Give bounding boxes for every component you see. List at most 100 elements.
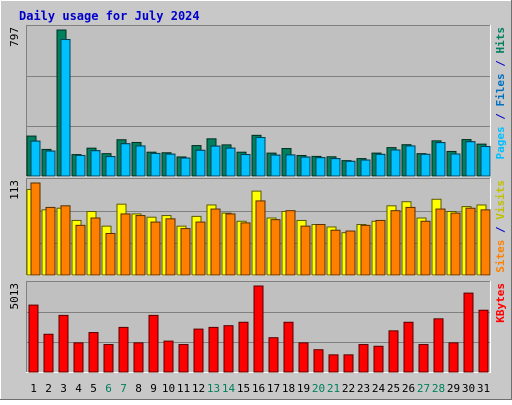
bar-sites-day-20 — [315, 224, 326, 276]
bar-pages-day-15 — [240, 154, 251, 177]
bar-sites-day-10 — [165, 218, 176, 276]
x-tick-label-day-24: 24 — [372, 382, 386, 395]
bar-sites-day-14 — [225, 213, 236, 276]
x-tick-label-day-29: 29 — [447, 382, 460, 395]
bar-sites-day-11 — [180, 228, 191, 276]
bar-pages-day-16 — [255, 137, 266, 177]
x-tick-label-day-13: 13 — [207, 382, 220, 395]
bar-sites-day-17 — [270, 219, 281, 276]
bar-sites-day-26 — [405, 206, 416, 276]
bar-sites-day-7 — [120, 213, 131, 276]
panel-visits-sites: 113 Sites / Visits — [8, 178, 507, 276]
bar-pages-day-27 — [420, 153, 431, 177]
x-tick-label-day-27: 27 — [417, 382, 430, 395]
bar-kbytes-day-4 — [73, 342, 84, 373]
bar-kbytes-day-7 — [118, 326, 129, 373]
panel-kbytes: 5013 KBytes — [8, 281, 507, 373]
bar-pages-day-25 — [390, 149, 401, 177]
panel-kbytes-legend-label: KBytes — [494, 283, 507, 323]
x-tick-label-day-26: 26 — [402, 382, 415, 395]
bar-kbytes-day-27 — [418, 344, 429, 373]
bar-sites-day-24 — [375, 219, 386, 276]
bar-kbytes-day-8 — [133, 342, 144, 373]
bar-pages-day-10 — [165, 153, 176, 177]
bar-pages-day-28 — [435, 142, 446, 177]
bar-kbytes-day-6 — [103, 344, 114, 373]
bar-kbytes-day-29 — [448, 342, 459, 373]
bar-pages-day-8 — [135, 145, 146, 177]
bar-pages-day-23 — [360, 159, 371, 177]
bar-sites-day-28 — [435, 208, 446, 276]
bar-pages-day-20 — [315, 157, 326, 177]
x-tick-label-day-1: 1 — [30, 382, 37, 395]
bar-pages-day-6 — [105, 156, 116, 177]
x-tick-label-day-18: 18 — [282, 382, 295, 395]
x-tick-label-day-21: 21 — [327, 382, 340, 395]
series-sites — [30, 182, 491, 276]
bar-pages-day-13 — [210, 145, 221, 177]
bar-pages-day-30 — [465, 141, 476, 177]
bar-sites-day-9 — [150, 221, 161, 276]
bar-pages-day-11 — [180, 157, 191, 177]
bar-kbytes-day-18 — [283, 321, 294, 373]
bar-kbytes-day-1 — [28, 304, 39, 373]
x-tick-label-day-31: 31 — [477, 382, 490, 395]
legend-part-2: Files — [494, 73, 507, 106]
panel-hits-files-pages-max-label: 797 — [8, 27, 21, 47]
bar-kbytes-day-5 — [88, 332, 99, 373]
bar-pages-day-3 — [60, 39, 71, 177]
panel-hits-files-pages-legend-label: Pages / Files / Hits — [494, 27, 507, 160]
bar-sites-day-6 — [105, 232, 116, 276]
bar-kbytes-day-23 — [358, 344, 369, 373]
bar-sites-day-19 — [300, 225, 311, 276]
x-tick-label-day-25: 25 — [387, 382, 400, 395]
bar-kbytes-day-9 — [148, 314, 159, 373]
bar-kbytes-day-22 — [343, 354, 354, 373]
bar-pages-day-19 — [300, 156, 311, 177]
bar-kbytes-day-13 — [208, 326, 219, 373]
panel-visits-sites-legend-label: Sites / Visits — [494, 180, 507, 273]
legend-part-0: KBytes — [494, 283, 507, 323]
legend-part-4: Hits — [494, 27, 507, 54]
bar-pages-day-7 — [120, 143, 131, 177]
bar-sites-day-29 — [450, 212, 461, 276]
x-tick-label-day-22: 22 — [342, 382, 355, 395]
x-tick-label-day-16: 16 — [252, 382, 265, 395]
bar-pages-day-21 — [330, 158, 341, 177]
bar-kbytes-day-26 — [403, 321, 414, 373]
x-tick-label-day-23: 23 — [357, 382, 370, 395]
bar-sites-day-16 — [255, 200, 266, 276]
x-tick-label-day-8: 8 — [135, 382, 142, 395]
legend-part-3: / — [494, 54, 507, 74]
legend-part-0: Sites — [494, 240, 507, 273]
bar-sites-day-13 — [210, 208, 221, 276]
panel-hits-files-pages: 797 Pages / Files / Hits — [8, 25, 507, 177]
bar-kbytes-day-2 — [43, 333, 54, 373]
x-tick-label-day-11: 11 — [177, 382, 190, 395]
bar-sites-day-15 — [240, 222, 251, 276]
bar-sites-day-21 — [330, 229, 341, 276]
x-tick-label-day-7: 7 — [120, 382, 127, 395]
chart-panels: 797 Pages / Files / Hits 113 Sites / Visits… — [8, 25, 507, 373]
series-pages — [30, 39, 491, 177]
bar-sites-day-12 — [195, 221, 206, 276]
bar-kbytes-day-25 — [388, 330, 399, 373]
bar-kbytes-day-31 — [478, 309, 489, 373]
bar-sites-day-2 — [45, 206, 56, 276]
x-tick-label-day-28: 28 — [432, 382, 445, 395]
x-tick-label-day-3: 3 — [60, 382, 67, 395]
bar-pages-day-12 — [195, 149, 206, 177]
bar-kbytes-day-28 — [433, 318, 444, 373]
bar-pages-day-31 — [480, 146, 491, 177]
x-tick-label-day-19: 19 — [297, 382, 310, 395]
bar-pages-day-22 — [345, 160, 356, 177]
x-axis-day-labels: 1 2 3 4 5 6 7 8 9 10 11 12 13 14 15 16 17 18 19 20 21 22 23 24 2… — [30, 382, 490, 395]
bar-pages-day-9 — [150, 152, 161, 177]
bar-kbytes-day-15 — [238, 321, 249, 373]
bar-sites-day-31 — [480, 209, 491, 276]
bar-sites-day-22 — [345, 230, 356, 276]
bar-sites-day-8 — [135, 215, 146, 276]
bar-kbytes-day-10 — [163, 340, 174, 373]
chart-title: Daily usage for July 2024 — [19, 9, 200, 23]
